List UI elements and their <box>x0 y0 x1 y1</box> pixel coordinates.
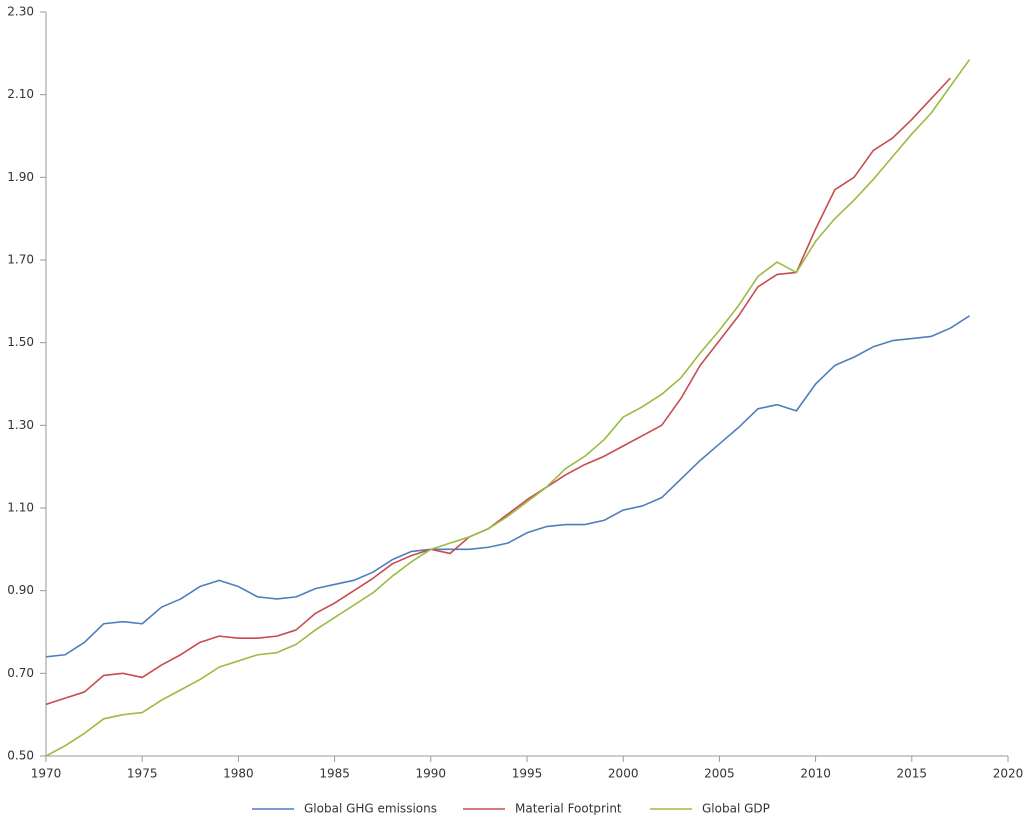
x-tick-label: 1975 <box>127 767 158 781</box>
x-tick-label: 2015 <box>897 767 928 781</box>
y-tick-label: 1.10 <box>7 501 34 515</box>
line-series <box>45 315 970 658</box>
y-tick-label: 1.30 <box>7 418 34 432</box>
x-tick-label: 2000 <box>608 767 639 781</box>
legend-label: Global GDP <box>702 802 770 816</box>
line-series <box>45 77 951 706</box>
x-tick-label: 2010 <box>800 767 831 781</box>
x-tick-label: 1970 <box>31 767 62 781</box>
y-tick-label: 0.90 <box>7 583 34 597</box>
y-tick-label: 2.30 <box>7 5 34 19</box>
y-tick-label: 2.10 <box>7 87 34 101</box>
x-tick-label: 1985 <box>319 767 350 781</box>
legend-label: Global GHG emissions <box>304 802 437 816</box>
x-tick-label: 2020 <box>993 767 1024 781</box>
y-tick-label: 1.70 <box>7 253 34 267</box>
x-tick-label: 1995 <box>512 767 543 781</box>
x-tick-label: 2005 <box>704 767 735 781</box>
x-tick-label: 1990 <box>416 767 447 781</box>
line-series <box>45 59 971 757</box>
x-tick-label: 1980 <box>223 767 254 781</box>
y-tick-label: 1.90 <box>7 170 34 184</box>
y-tick-label: 1.50 <box>7 335 34 349</box>
y-tick-label: 0.50 <box>7 749 34 763</box>
y-tick-label: 0.70 <box>7 666 34 680</box>
legend-label: Material Footprint <box>515 802 622 816</box>
